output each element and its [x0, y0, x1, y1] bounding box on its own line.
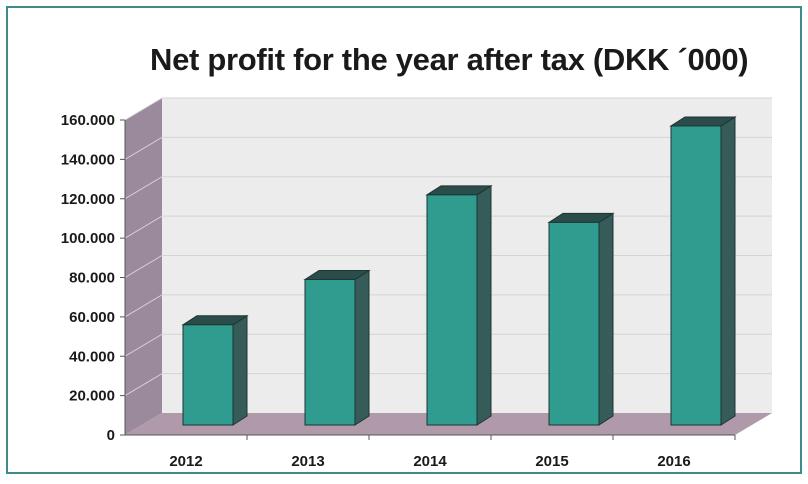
- y-tick-label: 80.000: [69, 270, 115, 287]
- x-tick-label: 2014: [413, 453, 447, 470]
- x-tick-label: 2015: [535, 453, 568, 470]
- y-tick-label: 120.000: [61, 191, 115, 208]
- bar-front: [670, 125, 722, 426]
- bar-2015: [547, 212, 615, 426]
- gridline: [124, 97, 772, 121]
- y-tick-label: 160.000: [61, 112, 115, 129]
- y-tick-label: 60.000: [69, 309, 115, 326]
- bar-front: [182, 324, 234, 426]
- bar-2016: [669, 116, 737, 426]
- x-tick-label: 2016: [657, 453, 690, 470]
- y-tick-label: 0: [107, 427, 115, 444]
- bar-side: [598, 212, 614, 426]
- y-tick-label: 140.000: [61, 151, 115, 168]
- bar-2013: [303, 269, 371, 426]
- bar-side: [476, 184, 492, 426]
- bar-front: [426, 194, 478, 426]
- bar-2012: [181, 314, 249, 426]
- gridline: [124, 176, 772, 200]
- bar-front: [548, 221, 600, 426]
- y-tick-label: 100.000: [61, 230, 115, 247]
- bar-2014: [425, 184, 493, 426]
- chart-title: Net profit for the year after tax (DKK ´…: [150, 42, 749, 77]
- bar-side: [720, 116, 736, 426]
- bar-side: [354, 269, 370, 426]
- y-tick-label: 20.000: [69, 388, 115, 405]
- gridline: [124, 136, 772, 160]
- x-tick-label: 2013: [291, 453, 324, 470]
- bar-side: [232, 314, 248, 426]
- x-tick-label: 2012: [169, 453, 202, 470]
- bar-front: [304, 279, 356, 426]
- y-tick-label: 40.000: [69, 348, 115, 365]
